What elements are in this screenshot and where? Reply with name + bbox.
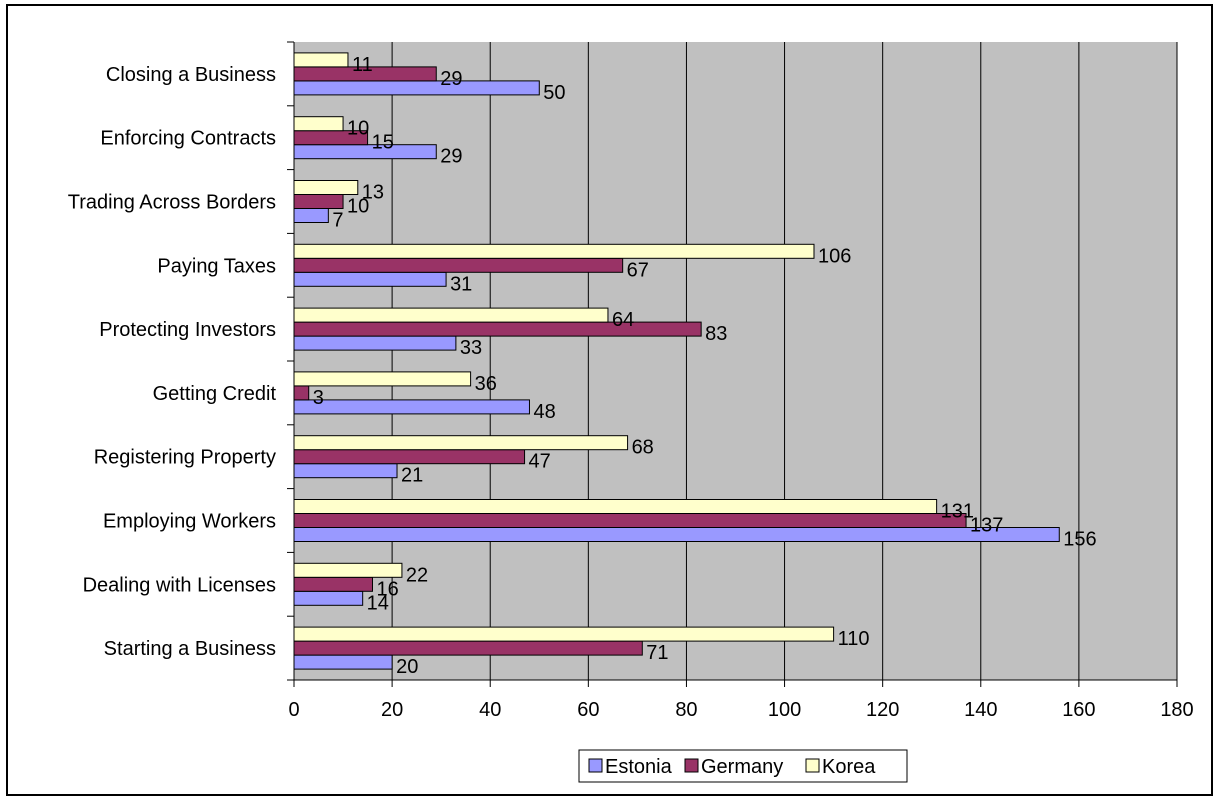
data-label: 36 xyxy=(475,373,497,395)
bar xyxy=(293,654,393,670)
data-label: 106 xyxy=(818,245,851,267)
category-label: Dealing with Licenses xyxy=(83,574,276,596)
bar xyxy=(293,180,359,195)
data-label: 137 xyxy=(970,515,1003,537)
category-label: Registering Property xyxy=(94,447,276,469)
bar xyxy=(293,371,472,387)
chart-frame: 0 20 40 60 80 100 120 140 160 180 Starting a Busin… xyxy=(6,4,1213,796)
bar xyxy=(293,335,457,351)
bar xyxy=(293,463,398,479)
bar xyxy=(293,399,530,415)
data-label: 3 xyxy=(313,387,324,409)
data-label: 29 xyxy=(440,146,462,168)
legend-swatch xyxy=(588,758,603,773)
bar xyxy=(293,208,329,223)
data-label: 10 xyxy=(347,196,369,218)
bar xyxy=(293,449,526,465)
bar xyxy=(293,80,540,96)
data-label: 15 xyxy=(372,132,394,154)
data-label: 13 xyxy=(362,182,384,204)
category-label: Getting Credit xyxy=(153,383,277,405)
category-label: Paying Taxes xyxy=(157,255,276,277)
x-tick-label: 140 xyxy=(964,699,997,721)
bar xyxy=(293,513,967,528)
bar xyxy=(293,626,835,642)
x-tick-label: 40 xyxy=(479,699,501,721)
bar xyxy=(293,590,364,606)
bar xyxy=(293,576,373,592)
bar xyxy=(293,257,624,273)
data-label: 11 xyxy=(352,54,373,76)
data-label: 156 xyxy=(1063,529,1096,551)
data-label: 10 xyxy=(347,118,369,140)
data-label: 71 xyxy=(646,642,668,664)
data-label: 64 xyxy=(612,309,634,331)
bar xyxy=(293,435,629,451)
data-label: 83 xyxy=(705,323,727,345)
bar xyxy=(293,52,349,68)
legend-swatch xyxy=(805,758,820,773)
bar xyxy=(293,321,702,337)
data-label: 50 xyxy=(543,82,565,104)
category-label: Closing a Business xyxy=(106,64,276,86)
legend-label: Estonia xyxy=(605,756,673,778)
data-label: 33 xyxy=(460,337,482,359)
x-tick-label: 160 xyxy=(1062,699,1095,721)
x-tick-label: 0 xyxy=(288,699,299,721)
plot-area xyxy=(294,42,1177,680)
data-label: 131 xyxy=(941,501,974,523)
category-label: Enforcing Contracts xyxy=(100,128,276,150)
data-label: 31 xyxy=(450,273,472,295)
bar xyxy=(293,307,609,323)
data-label: 48 xyxy=(533,401,555,423)
legend-label: Germany xyxy=(701,756,783,778)
data-label: 22 xyxy=(406,564,428,586)
category-label: Employing Workers xyxy=(103,511,276,533)
bar xyxy=(293,640,643,656)
x-tick-label: 80 xyxy=(675,699,697,721)
category-label: Protecting Investors xyxy=(99,319,276,341)
bar xyxy=(293,243,815,259)
data-label: 68 xyxy=(632,437,654,459)
legend-swatch xyxy=(684,758,699,773)
data-label: 14 xyxy=(367,592,389,614)
x-tick-label: 120 xyxy=(866,699,899,721)
bar xyxy=(293,194,344,209)
data-label: 21 xyxy=(401,465,423,487)
bar-chart: 0 20 40 60 80 100 120 140 160 180 Starting a Busin… xyxy=(68,41,1194,783)
legend-box xyxy=(578,749,908,783)
data-label: 16 xyxy=(376,578,398,600)
x-tick-label: 100 xyxy=(768,699,801,721)
legend-label: Korea xyxy=(822,756,876,778)
data-label: 20 xyxy=(396,656,418,678)
bar xyxy=(293,385,310,401)
bar xyxy=(293,499,938,514)
x-tick-label: 60 xyxy=(577,699,599,721)
bar xyxy=(293,144,437,160)
category-label: Trading Across Borders xyxy=(68,192,276,214)
data-label: 7 xyxy=(332,210,343,232)
bar xyxy=(293,527,1060,542)
data-label: 47 xyxy=(529,451,551,473)
data-label: 110 xyxy=(838,628,870,650)
bar xyxy=(293,562,403,578)
x-tick-label: 180 xyxy=(1160,699,1193,721)
category-label: Starting a Business xyxy=(104,638,276,660)
x-tick-label: 20 xyxy=(381,699,403,721)
bar xyxy=(293,66,437,82)
data-label: 67 xyxy=(627,259,649,281)
bar xyxy=(293,271,447,287)
data-label: 29 xyxy=(440,68,462,90)
bar xyxy=(293,116,344,132)
